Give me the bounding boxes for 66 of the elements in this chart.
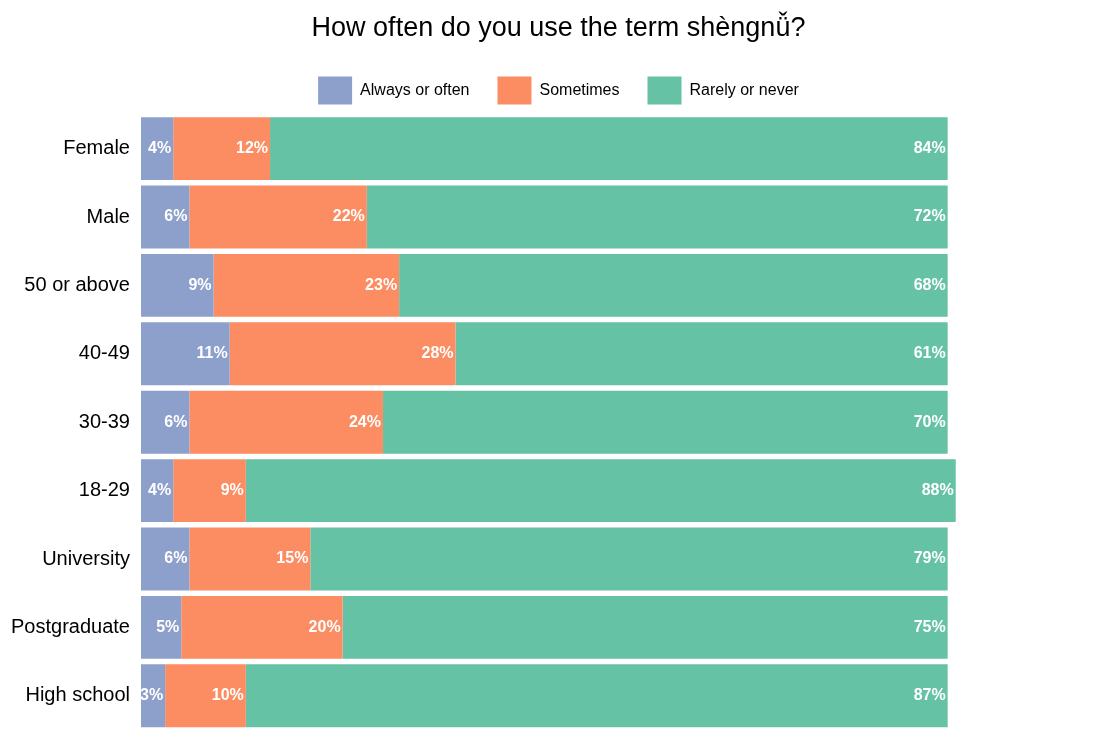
- y-tick-label: 50 or above: [24, 272, 130, 295]
- data-label: 88%: [921, 481, 954, 499]
- data-label: 75%: [913, 617, 946, 635]
- y-tick-label: University: [42, 546, 130, 569]
- data-label: 70%: [913, 412, 946, 430]
- data-label: 61%: [913, 344, 946, 362]
- bar: [189, 390, 383, 454]
- bar: [140, 322, 230, 386]
- bar: [140, 117, 174, 181]
- legend-label: Rarely or never: [689, 80, 800, 98]
- bar: [173, 459, 246, 523]
- bar: [173, 117, 271, 181]
- data-label: 10%: [211, 686, 244, 704]
- data-label: 20%: [308, 617, 341, 635]
- y-tick-label: Male: [86, 204, 130, 227]
- bar: [342, 595, 948, 659]
- data-label: 68%: [913, 275, 946, 293]
- data-label: 23%: [365, 275, 398, 293]
- bar: [189, 527, 311, 591]
- data-label: 4%: [148, 481, 172, 499]
- bar: [181, 595, 343, 659]
- data-label: 87%: [913, 686, 946, 704]
- legend-label: Always or often: [360, 80, 470, 98]
- chart-title: How often do you use the term shèngnǚ?: [311, 10, 806, 42]
- bar: [140, 253, 214, 317]
- bar: [366, 185, 948, 249]
- data-label: 24%: [348, 412, 381, 430]
- data-label: 6%: [164, 549, 188, 567]
- bar: [140, 390, 190, 454]
- bar: [165, 664, 246, 728]
- data-label: 5%: [156, 617, 180, 635]
- legend-label: Sometimes: [539, 80, 620, 98]
- y-tick-label: 18-29: [78, 478, 130, 501]
- bar: [213, 253, 400, 317]
- data-label: 72%: [913, 207, 946, 225]
- bar: [140, 595, 182, 659]
- y-tick-label: 30-39: [78, 409, 130, 432]
- y-tick-label: 40-49: [78, 341, 130, 364]
- data-label: 4%: [148, 139, 172, 157]
- data-label: 11%: [196, 344, 228, 362]
- y-tick-label: Postgraduate: [10, 614, 130, 637]
- bar: [399, 253, 948, 317]
- data-label: 6%: [164, 207, 188, 225]
- bar: [140, 459, 174, 523]
- data-label: 6%: [164, 412, 188, 430]
- bar: [270, 117, 948, 181]
- bar: [310, 527, 948, 591]
- bar: [245, 664, 948, 728]
- bar: [245, 459, 956, 523]
- data-label: 9%: [220, 481, 244, 499]
- bar: [189, 185, 367, 249]
- bar: [140, 527, 190, 591]
- data-label: 28%: [421, 344, 454, 362]
- data-label: 79%: [913, 549, 946, 567]
- data-label: 15%: [276, 549, 309, 567]
- bar: [382, 390, 948, 454]
- y-tick-label: Female: [63, 136, 130, 159]
- data-label: 22%: [332, 207, 365, 225]
- bar: [455, 322, 948, 386]
- bar: [140, 185, 190, 249]
- data-label: 3%: [140, 686, 164, 704]
- data-label: 84%: [913, 139, 946, 157]
- data-label: 9%: [188, 275, 212, 293]
- bar: [229, 322, 456, 386]
- y-tick-label: High school: [25, 683, 130, 706]
- data-label: 12%: [236, 139, 269, 157]
